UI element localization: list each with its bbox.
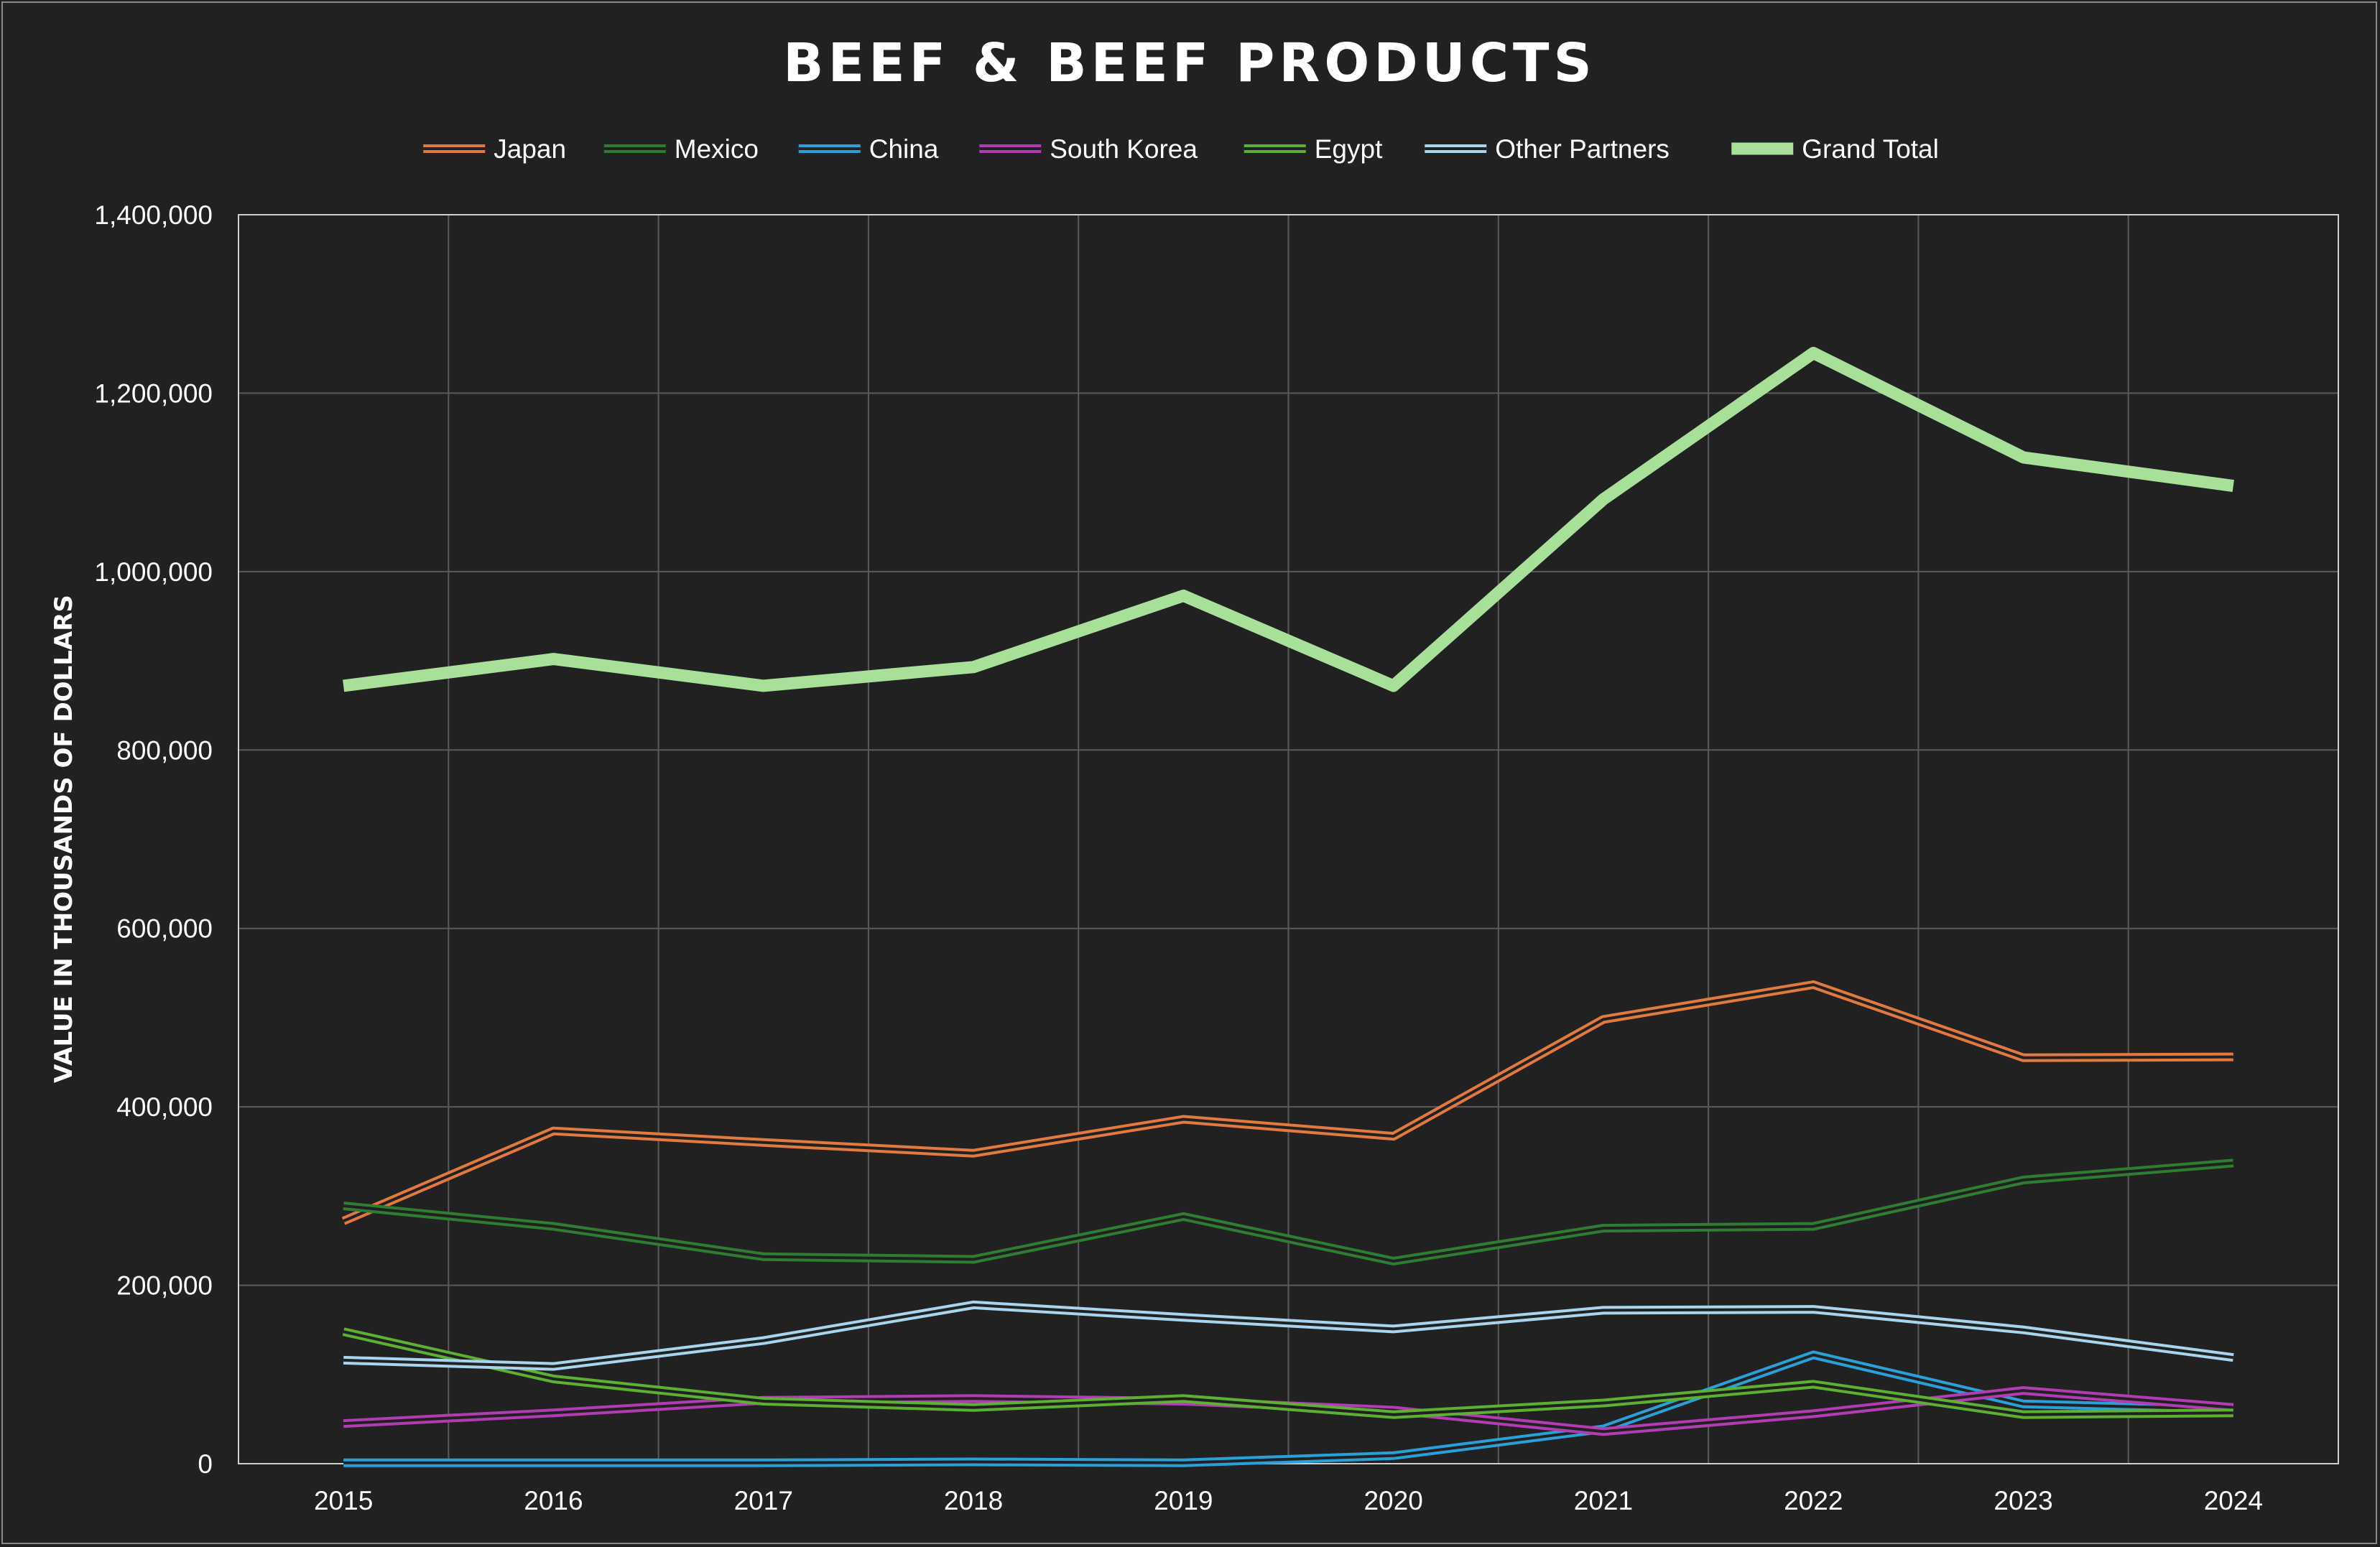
y-tick-label: 1,000,000: [94, 557, 213, 587]
series-line-inner-japan: [343, 983, 2233, 1222]
y-axis-label: VALUE IN THOUSANDS OF DOLLARS: [50, 595, 78, 1083]
legend-label-mexico: Mexico: [675, 134, 759, 164]
series-line-grand-total: [343, 347, 2234, 692]
x-tick-label: 2015: [314, 1486, 373, 1515]
x-tick-label: 2017: [734, 1486, 793, 1515]
legend-label-china: China: [869, 134, 939, 164]
series-line-inner-mexico: [343, 1161, 2233, 1263]
x-tick-label: 2022: [1784, 1486, 1843, 1515]
y-tick-label: 400,000: [116, 1092, 213, 1122]
x-tick-label: 2019: [1154, 1486, 1213, 1515]
gridlines: [238, 214, 2339, 1464]
legend-label-grand-total: Grand Total: [1802, 134, 1939, 164]
plot-area-border: [238, 214, 2339, 1464]
legend-label-south-korea: South Korea: [1050, 134, 1198, 164]
series-lines: [341, 347, 2234, 1467]
legend-label-other-partners: Other Partners: [1495, 134, 1670, 164]
y-tick-label: 200,000: [116, 1271, 213, 1301]
x-tick-label: 2023: [1994, 1486, 2052, 1515]
legend: Japan Mexico China South Korea Egypt Other Pa…: [423, 134, 1939, 164]
x-tick-label: 2020: [1363, 1486, 1422, 1515]
series-line-inner-other-partners: [343, 1303, 2234, 1368]
y-tick-label: 0: [198, 1449, 213, 1479]
axis-ticks: 0 200,000 400,000 600,000 800,000 1,000,000 1,…: [94, 200, 2263, 1515]
series-line-inner-egypt: [343, 1330, 2233, 1416]
series-line-inner-china: [343, 1353, 2233, 1464]
x-tick-label: 2018: [944, 1486, 1003, 1515]
x-tick-label: 2021: [1574, 1486, 1633, 1515]
y-tick-label: 1,200,000: [94, 378, 213, 408]
y-tick-label: 800,000: [116, 735, 213, 765]
x-tick-label: 2016: [524, 1486, 583, 1515]
y-tick-label: 600,000: [116, 914, 213, 944]
legend-label-egypt: Egypt: [1315, 134, 1383, 164]
chart-title: BEEF & BEEF PRODUCTS: [783, 32, 1596, 94]
y-tick-label: 1,400,000: [94, 200, 213, 230]
legend-label-japan: Japan: [494, 134, 566, 164]
x-tick-label: 2024: [2204, 1486, 2263, 1515]
